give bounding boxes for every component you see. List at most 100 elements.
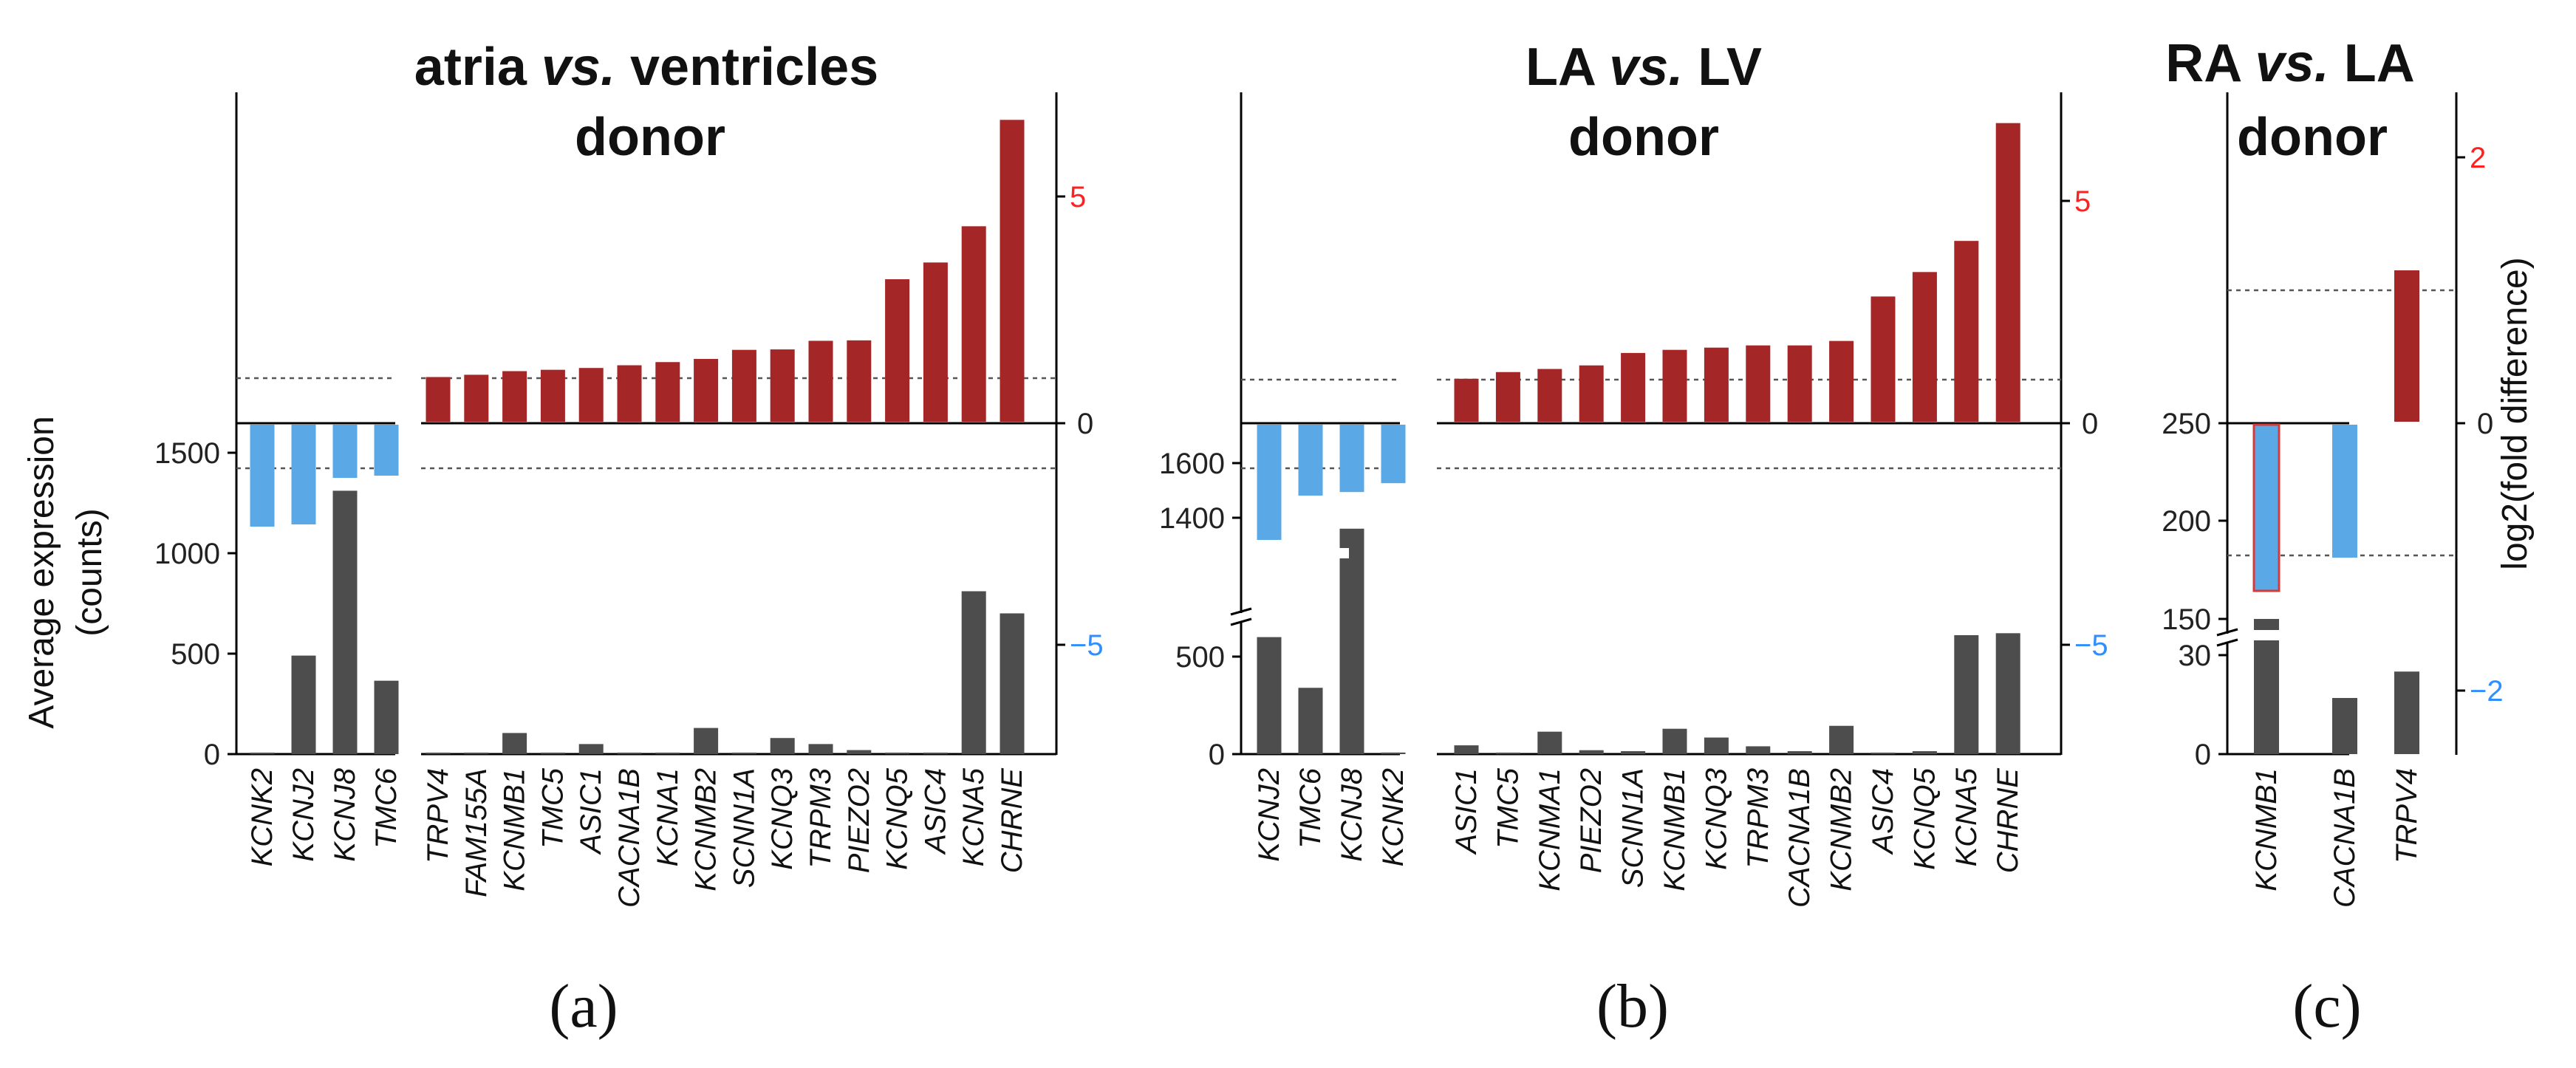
panel-b-fold-bar-piezo2 [1579,365,1604,422]
panel-a-count-bar-kcnq5 [885,753,910,754]
panel-a-count-bar-fam155a [464,753,489,754]
panel-b-count-bar-kcnq3 [1704,737,1729,754]
panel-a-gene-label-kcnj8: KCNJ8 [329,767,361,861]
panel-b-gene-label-kcnj2: KCNJ2 [1253,768,1285,862]
panel-b-axis-break-2 [1230,617,1252,626]
panel-b-gene-label-trpm3: TRPM3 [1742,768,1774,869]
panel-a-gene-labels: KCNK2 KCNJ2 KCNJ8 TMC6 TRPV4 FAM155A KCNMB1 TMC… [246,767,1028,908]
panel-b-count-bar-kcnk2 [1381,752,1406,754]
panel-b-fold-bar-asic1 [1454,378,1479,422]
panel-a-subtitle: donor [575,108,725,167]
panel-a-gene-label-asic4: ASIC4 [919,768,952,855]
panel-b-fold-bar-kcnq5 [1912,272,1937,422]
panel-b-fold-bar-tmc5 [1495,372,1520,422]
panel-c-break-gap-kcnmb1 [2253,630,2281,640]
panel-b-count-tick-label-1600: 1600 [1159,448,1225,480]
panel-a-count-tick-label-0: 0 [204,739,220,771]
panel-a-gene-label-kcnj2: KCNJ2 [287,768,320,862]
panel-a-fold-bar-asic4 [923,262,948,422]
panel-b-count-bar-chrne [1995,633,2020,754]
panel-a-fold-bar-kcnk2 [250,425,275,527]
panel-b-count-tick-label-500: 500 [1175,641,1225,674]
panel-a-gene-label-tmc5: TMC5 [536,767,569,849]
panel-b-fold-bar-kcnq3 [1704,347,1729,422]
panel-a-fold-bar-chrne [1000,120,1025,422]
panel-a-gene-label-chrne: CHRNE [996,767,1028,874]
panel-a-fold-bar-tmc6 [374,425,399,476]
panel-a-fold-bar-trpv4 [426,377,451,422]
panel-b-gene-label-kcnj8: KCNJ8 [1336,767,1368,861]
panel-a-count-bar-asic1 [578,744,604,754]
panel-b-count-bar-kcnma1 [1537,731,1562,754]
panel-b-gene-label-kcnk2: KCNK2 [1377,768,1410,866]
panel-b: LA vs. LV donor 0 500 1400 1600 5 0 −5 K [1159,38,2108,1041]
panel-b-count-bar-trpm3 [1746,746,1771,754]
panel-b-fold-bar-kcnk2 [1381,425,1406,484]
panel-b-title-part1: LA [1526,38,1609,97]
panel-c-count-bar-trpv4 [2394,671,2419,754]
panel-b-count-bar-kcnj2 [1257,637,1282,754]
panel-b-count-bar-tmc5 [1495,753,1520,754]
panel-a-gene-label-trpm3: TRPM3 [804,768,837,869]
panel-a-gene-label-kcnmb1: KCNMB1 [499,768,531,891]
panel-b-fold-bar-kcnmb1 [1662,349,1687,422]
panel-c-count-tick-label-250: 250 [2162,408,2211,440]
panel-a-title: atria vs. ventricles [414,38,878,97]
panel-b-gene-label-kcna5: KCNA5 [1950,767,1983,866]
panel-b-fold-bar-kcna5 [1954,241,1979,422]
panel-a-title-part2: ventricles [615,38,878,97]
panel-b-gene-label-kcnmb1: KCNMB1 [1658,768,1691,891]
panel-b-gene-label-piezo2: PIEZO2 [1575,768,1608,873]
panel-a-count-tick-label-1500: 1500 [154,437,220,470]
panel-a-count-bar-trpv4 [426,753,451,754]
panel-c-axis-break-1 [2216,628,2238,637]
panel-a-fold-bar-kcnmb1 [502,371,527,422]
panel-b-gene-label-asic1: ASIC1 [1450,768,1483,855]
panel-a-gene-label-asic1: ASIC1 [575,768,607,855]
panel-c-label: (c) [2292,972,2361,1041]
panel-a-count-bar-kcna1 [655,753,680,754]
panel-b-break-gap-kcnj8 [1322,548,1349,558]
panel-b-fold-bar-kcnmb2 [1829,340,1854,422]
panel-c: RA vs. LA donor 0 30 150 200 250 2 0 −2 … [2162,34,2503,1041]
panel-a-fold-bar-asic1 [578,368,604,422]
panel-b-count-tick-label-0: 0 [1209,739,1225,771]
panel-b-count-bar-tmc6 [1298,688,1323,754]
panel-c-axis-break-2 [2216,638,2238,647]
panel-a-gene-label-scnn1a: SCNN1A [728,768,760,888]
panel-b-fold-tick-label-0: 0 [2082,408,2098,440]
y-axis-left-label-line2: (counts) [70,508,109,636]
panel-c-count-tick-label-30: 30 [2179,640,2212,672]
panel-a-count-bar-kcnq3 [770,738,795,754]
panel-a-fold-bar-fam155a [464,374,489,422]
panel-b-fold-tick-label-neg5: −5 [2074,629,2108,662]
panel-c-gene-labels: KCNMB1 CACNA1B TRPV4 [2250,768,2423,908]
panel-b-fold-tick-label-5: 5 [2074,185,2091,218]
panel-a-count-bar-tmc6 [374,680,399,754]
panel-b-fold-bar-cacna1b [1787,345,1812,422]
panel-a-fold-bar-piezo2 [847,340,872,422]
panel-b-gene-label-kcnq3: KCNQ3 [1700,768,1732,870]
panel-c-fold-bar-kcnmb1 [2252,423,2281,592]
panel-a-count-bar-cacna1b [617,753,642,754]
panel-b-gene-label-scnn1a: SCNN1A [1617,768,1650,888]
panel-a-count-bar-trpm3 [808,744,833,754]
panel-a-gene-label-kcnq3: KCNQ3 [766,768,799,870]
panel-b-fold-bar-kcnj8 [1339,425,1364,493]
panel-a-fold-bar-trpm3 [808,340,833,422]
panel-b-count-tick-label-1400: 1400 [1159,502,1225,535]
panel-a-fold-bar-kcna5 [961,226,986,422]
panel-c-fold-tick-label-2: 2 [2470,142,2486,174]
panel-b-label: (b) [1596,972,1669,1041]
panel-b-title: LA vs. LV [1526,38,1762,97]
panel-b-gene-labels: KCNJ2 TMC6 KCNJ8 KCNK2 ASIC1 TMC5 KCNMA1 PIEZO2… [1253,767,2024,908]
panel-b-count-bar-asic4 [1870,753,1896,754]
panel-b-count-bar-asic1 [1454,745,1479,754]
panel-a-gene-label-kcna1: KCNA1 [652,768,684,866]
panel-b-fold-bar-chrne [1995,123,2020,422]
panel-c-fold-bar-cacna1b [2332,425,2357,558]
panel-a-fold-tick-label-neg5: −5 [1070,629,1104,662]
panel-c-count-bar-cacna1b [2332,698,2357,754]
panel-a-title-part1: atria [414,38,541,97]
panel-a-bars [250,120,1025,754]
